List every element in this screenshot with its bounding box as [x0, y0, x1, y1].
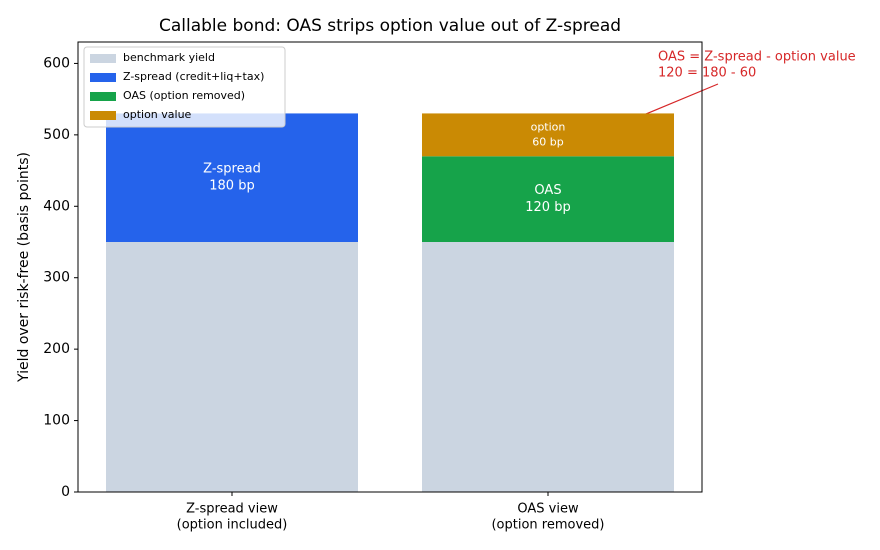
data-label: 60 bp: [532, 135, 563, 148]
legend-swatch: [90, 54, 116, 63]
bar-segment: [422, 156, 674, 242]
bar-segment: [422, 113, 674, 157]
data-label: 180 bp: [209, 179, 254, 194]
legend-swatch: [90, 92, 116, 101]
y-tick-label: 600: [43, 55, 70, 71]
x-tick-label: (option removed): [491, 518, 604, 533]
x-tick-label: OAS view: [517, 502, 579, 517]
legend-label: OAS (option removed): [123, 89, 245, 102]
legend-label: option value: [123, 108, 192, 121]
y-tick-label: 500: [43, 127, 70, 143]
data-label: OAS: [534, 183, 561, 198]
data-label: option: [531, 120, 566, 133]
y-axis-label: Yield over risk-free (basis points): [16, 152, 32, 383]
plot-frame: [77, 41, 703, 493]
annotation: 120 = 180 - 60: [658, 66, 756, 81]
bar-segment: [106, 113, 358, 242]
bar-segment: [106, 242, 358, 492]
legend-label: Z-spread (credit+liq+tax): [123, 70, 264, 83]
chart-title: Callable bond: OAS strips option value o…: [159, 16, 621, 36]
legend-frame: [83, 46, 286, 128]
annotation: OAS = Z-spread - option value: [658, 50, 856, 65]
legend-swatch: [90, 111, 116, 120]
y-tick-label: 400: [43, 198, 70, 214]
bar-segment: [422, 242, 674, 492]
legend-label: benchmark yield: [123, 51, 215, 64]
x-tick-label: (option included): [177, 518, 288, 533]
y-tick-label: 100: [43, 413, 70, 429]
data-label: Z-spread: [203, 162, 261, 177]
legend-swatch: [90, 73, 116, 82]
data-label: 120 bp: [525, 200, 570, 215]
y-tick-label: 200: [43, 341, 70, 357]
x-tick-label: Z-spread view: [186, 502, 278, 517]
legend: benchmark yield Z-spread (credit+liq+tax)…: [83, 46, 286, 128]
y-tick-label: 0: [61, 484, 70, 500]
y-tick-label: 300: [43, 270, 70, 286]
